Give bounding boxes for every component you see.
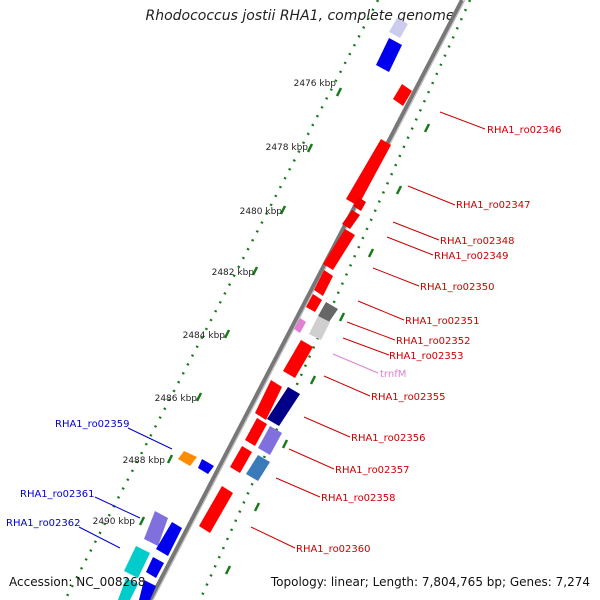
gene-ro02355 xyxy=(283,340,313,378)
gene-label: RHA1_ro02351 xyxy=(405,316,480,327)
gene-ro02353 xyxy=(309,316,330,340)
scale-track-right xyxy=(198,0,472,600)
gene-ro02351 xyxy=(314,270,333,296)
gene-grey-dark xyxy=(318,302,338,322)
accession-text: Accession: NC_008268 xyxy=(9,575,146,589)
gene-label: RHA1_ro02353 xyxy=(389,351,464,362)
gene-ro02362 xyxy=(124,546,150,578)
gene-small-blue xyxy=(198,459,214,474)
gene-steelblue xyxy=(246,455,270,481)
gene-top-pale xyxy=(389,18,408,38)
tick-label: 2484 kbp xyxy=(183,331,226,341)
gene-label: RHA1_ro02348 xyxy=(440,236,515,247)
tick-label: 2480 kbp xyxy=(240,207,283,217)
gene-ro02357 xyxy=(245,418,267,446)
gene-darkblue xyxy=(267,387,300,426)
major-tick xyxy=(335,87,343,97)
genome-summary-text: Topology: linear; Length: 7,804,765 bp; … xyxy=(270,575,590,589)
major-tick xyxy=(251,266,259,276)
gene-ro02350 xyxy=(323,229,355,270)
major-tick xyxy=(223,329,231,339)
major-ticks-left xyxy=(138,87,343,526)
callout-lines xyxy=(78,111,486,549)
genome-backbone-shadow xyxy=(152,0,466,600)
tick-label: 2490 kbp xyxy=(93,517,136,527)
gene-label: RHA1_ro02350 xyxy=(420,282,495,293)
genome-backbone xyxy=(148,0,464,600)
gene-ro02348 xyxy=(353,197,366,211)
gene-ro02361 xyxy=(144,511,168,546)
forward-genes xyxy=(199,84,412,533)
tick-label: 2486 kbp xyxy=(155,394,198,404)
major-tick xyxy=(195,392,203,402)
gene-ro02359 xyxy=(178,451,197,466)
gene-label: RHA1_ro02358 xyxy=(321,493,396,504)
gene-label: RHA1_ro02359 xyxy=(55,419,130,430)
tick-label: 2488 kbp xyxy=(123,456,166,466)
gene-ro02358 xyxy=(230,446,252,473)
gene-label: RHA1_ro02355 xyxy=(371,392,446,403)
major-tick xyxy=(306,143,314,153)
other-genes-right xyxy=(246,302,338,481)
gene-ro02352 xyxy=(306,294,322,312)
gene-label: RHA1_ro02356 xyxy=(351,433,426,444)
gene-ro02347 xyxy=(346,139,391,206)
gene-ro02349 xyxy=(342,210,360,229)
gene-label: trnfM xyxy=(380,369,406,380)
gene-trnfM xyxy=(294,318,306,333)
tick-label: 2482 kbp xyxy=(212,268,255,278)
gene-blue-small2 xyxy=(146,557,164,578)
gene-ro02346 xyxy=(393,84,412,106)
gene-labels: RHA1_ro02346 RHA1_ro02347 RHA1_ro02348 R… xyxy=(6,125,562,555)
gene-label: RHA1_ro02346 xyxy=(487,125,562,136)
tick-labels: 2476 kbp 2478 kbp 2480 kbp 2482 kbp 2484… xyxy=(93,79,337,527)
major-tick xyxy=(138,516,146,526)
gene-ro02356 xyxy=(255,380,282,420)
tick-label: 2478 kbp xyxy=(266,143,309,153)
gene-label: RHA1_ro02347 xyxy=(456,200,531,211)
gene-label: RHA1_ro02360 xyxy=(296,544,371,555)
major-tick xyxy=(166,454,174,464)
major-ticks-right xyxy=(224,123,431,575)
gene-ro02360 xyxy=(199,486,233,533)
gene-blue-bottom xyxy=(139,580,156,600)
reverse-genes xyxy=(118,18,408,600)
gene-teal-2 xyxy=(118,578,138,600)
gene-blue-2490 xyxy=(156,522,182,556)
gene-label: RHA1_ro02362 xyxy=(6,518,81,529)
genome-title: Rhodococcus jostii RHA1, complete genome xyxy=(145,8,455,24)
major-tick xyxy=(279,205,287,215)
gene-label: RHA1_ro02357 xyxy=(335,465,410,476)
tick-label: 2476 kbp xyxy=(294,79,337,89)
gene-purple xyxy=(258,426,282,455)
gene-label: RHA1_ro02352 xyxy=(396,336,471,347)
gene-top-blue xyxy=(376,38,402,72)
gene-label: RHA1_ro02349 xyxy=(434,251,509,262)
gene-label: RHA1_ro02361 xyxy=(20,489,95,500)
